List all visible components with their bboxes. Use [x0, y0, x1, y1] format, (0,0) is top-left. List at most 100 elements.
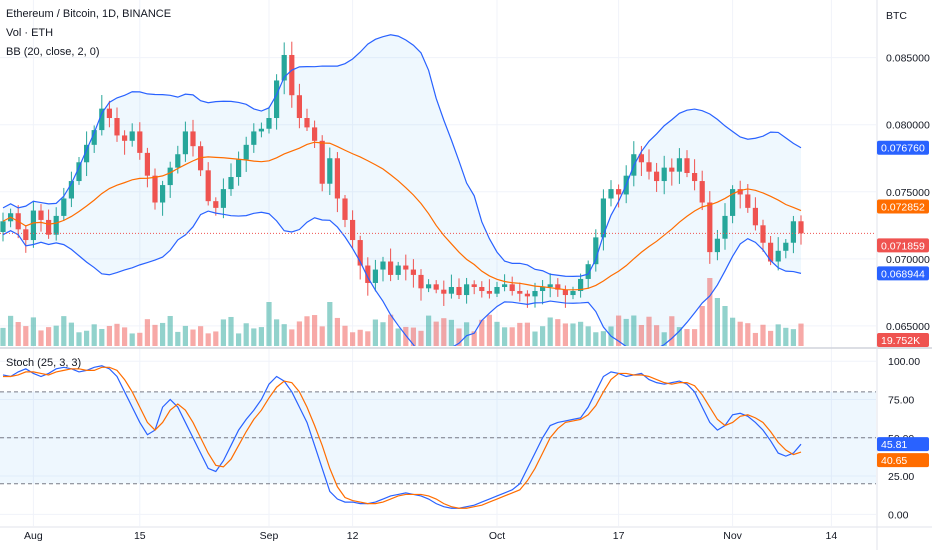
svg-text:19.752K: 19.752K	[881, 335, 920, 347]
candle	[722, 203, 728, 250]
candle	[114, 107, 120, 142]
volume-bar	[372, 319, 378, 346]
volume-bar	[441, 318, 447, 346]
volume-bar	[380, 322, 386, 346]
svg-text:0.076760: 0.076760	[881, 143, 925, 155]
candle	[372, 259, 378, 292]
candle	[669, 158, 675, 186]
candle	[190, 119, 196, 157]
symbol-legend[interactable]: Ethereum / Bitcoin, 1D, BINANCE	[6, 8, 172, 20]
volume-bar	[388, 314, 394, 346]
volume-bar	[137, 332, 143, 346]
candle	[144, 147, 150, 188]
candle	[258, 122, 264, 138]
volume-bar	[593, 332, 599, 346]
candle	[388, 248, 394, 282]
candle	[68, 171, 74, 208]
candle	[99, 95, 105, 136]
time-tick-label: Nov	[723, 530, 742, 542]
bollinger-upper-line	[2, 34, 802, 277]
volume-bar	[296, 321, 302, 346]
candle	[760, 219, 766, 252]
candle	[289, 41, 295, 108]
volume-bar	[228, 316, 234, 346]
candle	[334, 152, 340, 213]
stoch-d-tag: 40.65	[877, 453, 929, 468]
volume-bar	[53, 325, 59, 346]
volume-bar	[236, 333, 242, 346]
volume-bar	[768, 330, 774, 346]
candle	[205, 162, 211, 206]
volume-bar	[160, 322, 166, 346]
currency-label: BTC	[886, 10, 907, 22]
stoch-legend[interactable]: Stoch (25, 3, 3)	[6, 357, 82, 369]
stoch-tick-label: 0.00	[888, 509, 909, 521]
candle	[699, 170, 705, 211]
volume-bar	[745, 323, 751, 346]
price-tick-label: 0.080000	[886, 120, 930, 132]
volume-bar	[502, 327, 508, 346]
price-tick-label: 0.065000	[886, 321, 930, 333]
volume-bar	[68, 322, 74, 346]
stoch-tick-label: 25.00	[888, 471, 914, 483]
time-tick-label: Oct	[489, 530, 505, 542]
candle	[600, 189, 606, 251]
volume-legend[interactable]: Vol · ETH	[6, 27, 54, 39]
volume-bar	[775, 324, 781, 346]
volume-bar	[722, 306, 728, 346]
volume-bar	[365, 331, 371, 346]
volume-bar	[15, 322, 21, 346]
volume-bar	[319, 326, 325, 346]
bollinger-legend[interactable]: BB (20, close, 2, 0)	[6, 46, 100, 58]
candle	[304, 108, 310, 132]
volume-bar	[737, 321, 743, 346]
candle	[91, 125, 97, 153]
candle	[692, 159, 698, 191]
price-tick-label: 0.075000	[886, 187, 930, 199]
volume-bar	[562, 323, 568, 346]
candle	[646, 149, 652, 180]
volume-bar	[38, 330, 44, 346]
candle	[106, 100, 112, 128]
svg-text:0.068944: 0.068944	[881, 268, 925, 280]
volume-bar	[175, 331, 181, 346]
volume-bar	[403, 326, 409, 346]
volume-bar	[167, 315, 173, 346]
candle	[23, 225, 29, 253]
stoch-tick-label: 100.00	[888, 356, 920, 368]
candle	[737, 180, 743, 209]
volume-bar	[600, 331, 606, 346]
candle	[395, 261, 401, 280]
bollinger-band-fill	[3, 34, 801, 346]
candle	[342, 195, 348, 228]
candle	[152, 168, 158, 210]
candle	[676, 148, 682, 184]
candle	[53, 207, 59, 241]
candle	[61, 187, 67, 221]
upper-band-tag: 0.076760	[877, 140, 929, 155]
volume-bar	[783, 327, 789, 346]
volume-bar	[418, 330, 424, 346]
candle	[661, 155, 667, 195]
volume-bar	[471, 331, 477, 346]
volume-bar	[707, 278, 713, 346]
volume-bar	[122, 327, 128, 346]
candle	[517, 282, 523, 302]
volume-bar	[676, 327, 682, 346]
volume-bar	[410, 327, 416, 346]
candle	[84, 131, 90, 177]
candle	[319, 135, 325, 192]
volume-bar	[616, 315, 622, 346]
svg-text:0.072852: 0.072852	[881, 202, 925, 214]
volume-bar	[220, 319, 226, 346]
volume-bar	[623, 318, 629, 346]
time-tick-label: Aug	[24, 530, 43, 542]
volume-bar	[304, 316, 310, 346]
volume-bar	[106, 325, 112, 346]
candle	[593, 229, 599, 272]
candle	[410, 259, 416, 288]
candle	[243, 136, 249, 172]
volume-bar	[494, 321, 500, 346]
volume-bar	[350, 332, 356, 346]
